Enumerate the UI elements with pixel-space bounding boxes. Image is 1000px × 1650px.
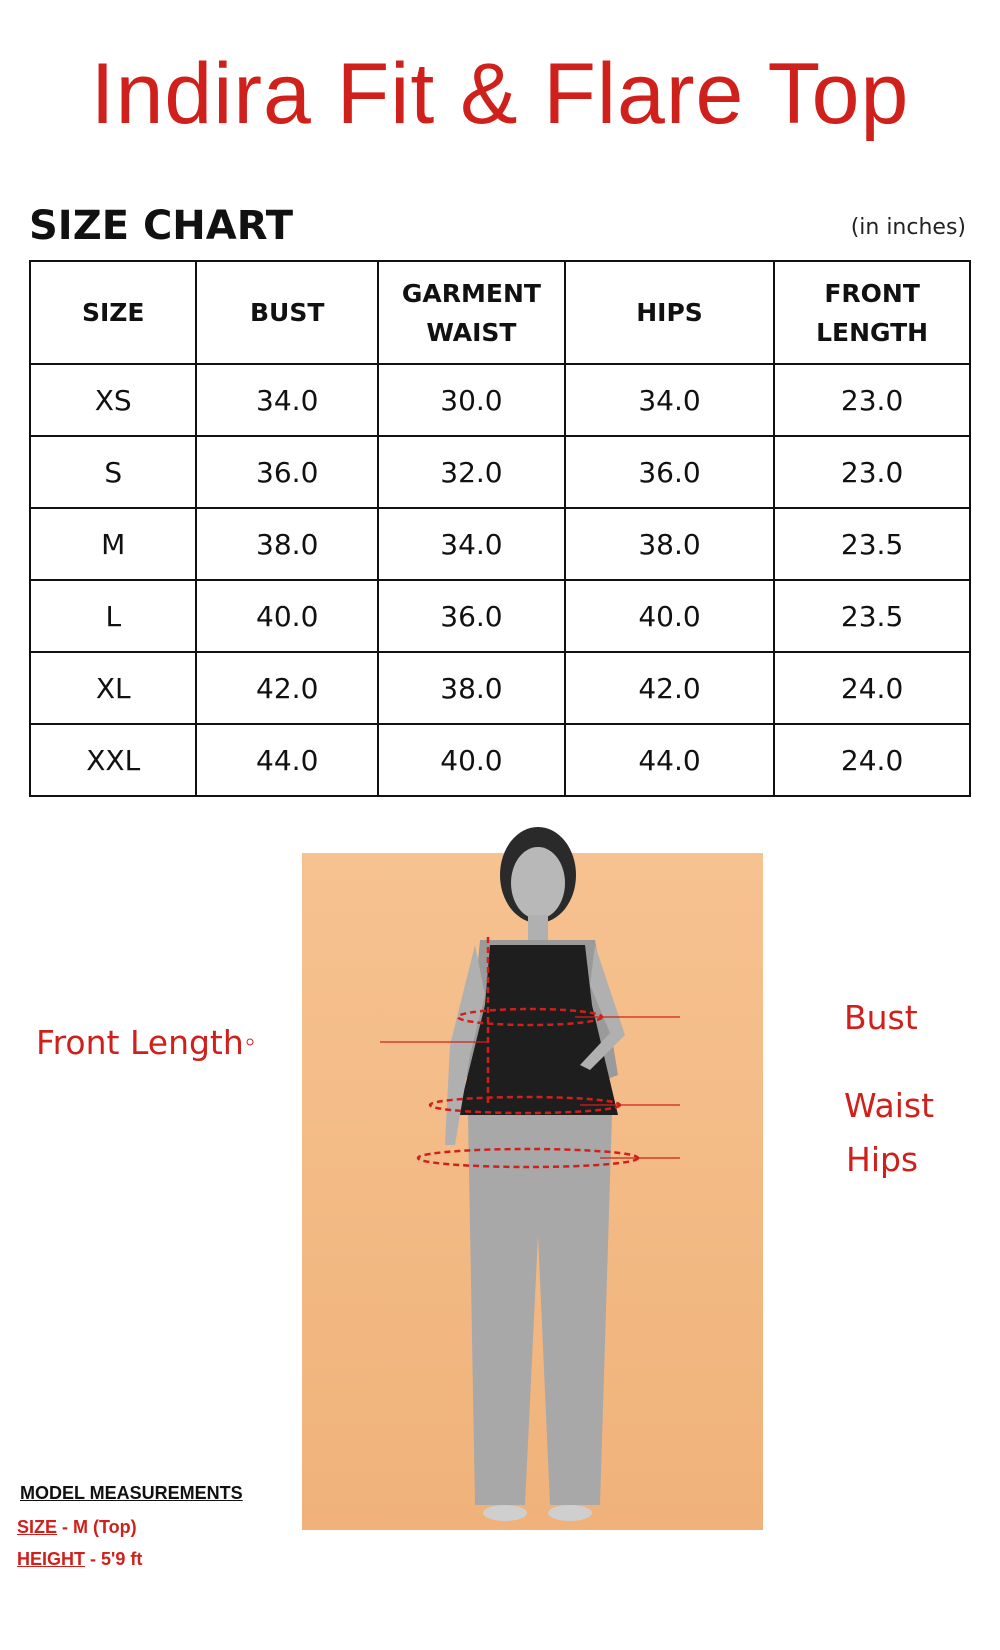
- column-header: FRONT LENGTH: [773, 260, 971, 365]
- table-cell: 32.0: [376, 435, 566, 509]
- table-cell: 36.0: [563, 435, 776, 509]
- bust-label: Bust: [844, 998, 918, 1037]
- size-label: SIZE: [17, 1517, 58, 1537]
- table-cell: 24.0: [773, 723, 971, 797]
- column-header: HIPS: [563, 260, 776, 365]
- table-cell: M: [28, 507, 198, 581]
- height-label: HEIGHT: [17, 1549, 86, 1569]
- unit-note: (in inches): [850, 215, 966, 240]
- table-cell: 36.0: [195, 435, 379, 509]
- column-header: SIZE: [28, 260, 198, 365]
- table-cell: 38.0: [195, 507, 379, 581]
- table-cell: 38.0: [563, 507, 776, 581]
- table-cell: XL: [28, 651, 198, 725]
- size-chart-heading: SIZE CHART: [29, 203, 294, 249]
- table-row: XL 42.0 38.0 42.0 24.0: [28, 651, 971, 725]
- size-table: SIZE BUST GARMENT WAIST HIPS FRONT LENGTH XS…: [28, 260, 971, 797]
- table-cell: 24.0: [773, 651, 971, 725]
- table-cell: 42.0: [195, 651, 379, 725]
- size-value: - M (Top): [62, 1517, 137, 1537]
- table-cell: 23.5: [773, 507, 971, 581]
- table-cell: 38.0: [376, 651, 566, 725]
- table-cell: 44.0: [195, 723, 379, 797]
- table-row: XS 34.0 30.0 34.0 23.0: [28, 363, 971, 437]
- height-value: - 5'9 ft: [90, 1549, 143, 1569]
- waist-label: Waist: [844, 1086, 935, 1125]
- page-title: Indira Fit & Flare Top: [90, 46, 910, 142]
- table-cell: 23.5: [773, 579, 971, 653]
- front-length-pointer: [246, 1038, 254, 1046]
- table-cell: 34.0: [195, 363, 379, 437]
- table-cell: 44.0: [563, 723, 776, 797]
- table-cell: 40.0: [563, 579, 776, 653]
- table-row: S 36.0 32.0 36.0 23.0: [28, 435, 971, 509]
- column-header: BUST: [195, 260, 379, 365]
- table-cell: 42.0: [563, 651, 776, 725]
- table-row: L 40.0 36.0 40.0 23.5: [28, 579, 971, 653]
- table-row: M 38.0 34.0 38.0 23.5: [28, 507, 971, 581]
- table-cell: 36.0: [376, 579, 566, 653]
- hips-label: Hips: [846, 1140, 919, 1179]
- table-cell: 23.0: [773, 435, 971, 509]
- table-cell: S: [28, 435, 198, 509]
- table-cell: XS: [28, 363, 198, 437]
- model-figure: [380, 827, 680, 1521]
- table-cell: 34.0: [376, 507, 566, 581]
- table-cell: 23.0: [773, 363, 971, 437]
- table-cell: XXL: [28, 723, 198, 797]
- table-cell: 40.0: [195, 579, 379, 653]
- table-cell: L: [28, 579, 198, 653]
- front-length-label: Front Length: [36, 1023, 244, 1062]
- column-header: GARMENT WAIST: [376, 260, 566, 365]
- table-cell: 40.0: [376, 723, 566, 797]
- model-measurements-heading: MODEL MEASUREMENTS: [20, 1483, 243, 1503]
- table-cell: 30.0: [376, 363, 566, 437]
- table-cell: 34.0: [563, 363, 776, 437]
- table-row: XXL 44.0 40.0 44.0 24.0: [28, 723, 971, 797]
